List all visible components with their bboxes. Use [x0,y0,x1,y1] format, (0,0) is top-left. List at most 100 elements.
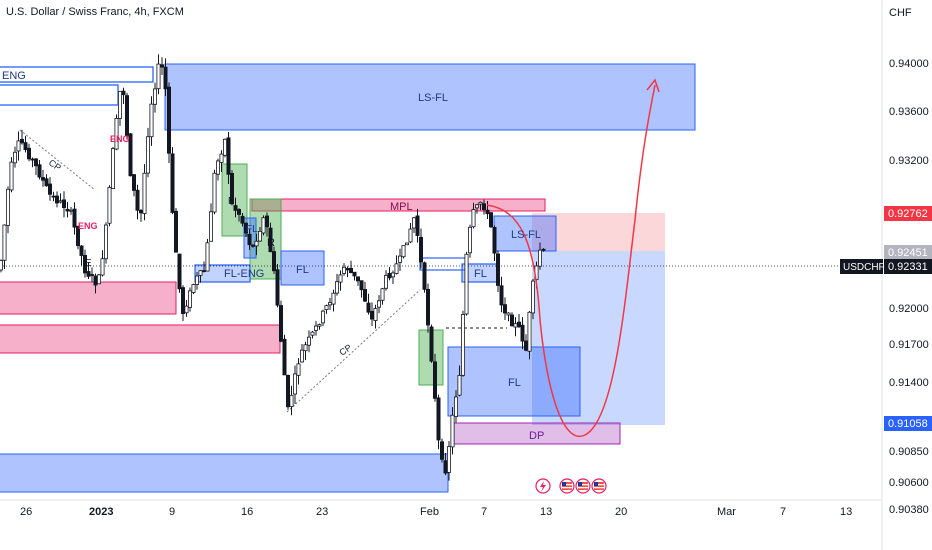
candle-body[interactable] [327,302,332,306]
candle-body[interactable] [131,174,136,191]
green-zone-1[interactable] [221,163,248,237]
ls-fl-zone-small[interactable] [493,215,557,252]
candle-body[interactable] [268,227,273,253]
candle-body[interactable] [229,172,234,205]
candle-body[interactable] [184,305,189,314]
candle-body[interactable] [51,195,56,198]
candle-body[interactable] [499,285,504,306]
candle-body[interactable] [457,375,462,396]
candle-body[interactable] [397,255,402,263]
candle-body[interactable] [240,215,245,224]
supply-zone-left-1[interactable] [0,281,177,315]
candle-body[interactable] [495,253,500,286]
candle-body[interactable] [352,271,357,277]
fl-zone-outline[interactable] [419,257,467,271]
candle-body[interactable] [317,324,322,327]
price-badge[interactable] [884,245,932,260]
candle-body[interactable] [114,118,119,150]
candle-body[interactable] [233,205,238,211]
candle-body[interactable] [310,331,315,336]
candle-body[interactable] [26,147,31,160]
candle-body[interactable] [30,158,35,161]
candle-body[interactable] [383,274,388,289]
candle-body[interactable] [324,305,329,311]
candle-body[interactable] [411,217,416,229]
candle-body[interactable] [121,90,126,96]
candle-body[interactable] [334,281,339,294]
candle-body[interactable] [513,323,518,328]
candle-body[interactable] [366,302,371,313]
candle-body[interactable] [16,140,21,152]
candle-body[interactable] [401,245,406,258]
candle-body[interactable] [422,262,427,290]
candle-body[interactable] [485,209,490,215]
candle-body[interactable] [201,270,206,272]
candle-body[interactable] [541,248,546,251]
us-flag-icon[interactable] [559,478,575,494]
candle-body[interactable] [12,151,17,164]
candle-body[interactable] [9,161,14,191]
candle-body[interactable] [429,326,434,362]
candle-body[interactable] [23,142,28,150]
candle-body[interactable] [62,199,67,209]
candle-body[interactable] [6,188,11,226]
candle-body[interactable] [159,64,164,68]
candle-body[interactable] [205,242,210,272]
candle-body[interactable] [320,310,325,324]
candle-body[interactable] [271,251,276,272]
candle-body[interactable] [359,280,364,291]
candle-body[interactable] [425,288,430,326]
candle-body[interactable] [69,209,74,212]
candle-body[interactable] [215,160,220,175]
candle-body[interactable] [278,305,283,342]
candle-body[interactable] [125,95,130,136]
candle-body[interactable] [100,258,105,276]
fl-zone-1[interactable] [280,250,325,286]
candle-body[interactable] [446,446,451,473]
candle-body[interactable] [250,244,255,247]
candle-body[interactable] [41,177,46,181]
candle-body[interactable] [453,396,458,417]
candle-body[interactable] [439,441,444,460]
candle-body[interactable] [527,311,532,352]
candle-body[interactable] [257,230,262,242]
candle-body[interactable] [373,308,378,321]
candle-body[interactable] [418,236,423,263]
candle-body[interactable] [481,203,486,211]
candle-body[interactable] [348,267,353,274]
us-flag-icon[interactable] [591,478,607,494]
candle-body[interactable] [415,215,420,236]
candle-body[interactable] [247,233,252,246]
candle-body[interactable] [219,153,224,163]
candle-body[interactable] [111,148,116,189]
candle-body[interactable] [44,178,49,187]
candle-body[interactable] [264,215,269,228]
candle-body[interactable] [138,209,143,214]
candle-body[interactable] [118,90,123,119]
candle-body[interactable] [299,349,304,363]
candle-body[interactable] [37,164,42,178]
candle-body[interactable] [331,292,336,305]
candle-body[interactable] [408,228,413,243]
candle-body[interactable] [531,280,536,314]
candle-body[interactable] [34,158,39,167]
candle-body[interactable] [524,340,529,351]
candle-body[interactable] [163,66,168,90]
candle-body[interactable] [2,224,7,261]
candle-body[interactable] [306,336,311,346]
price-axis[interactable]: CHF 0.94000 0.93600 0.93200 0.92000 0.91… [889,7,929,516]
candle-body[interactable] [236,209,241,215]
candle-body[interactable] [79,245,84,256]
candle-body[interactable] [492,227,497,254]
candle-body[interactable] [387,273,392,279]
candle-body[interactable] [380,288,385,301]
symbol-badge[interactable] [840,259,883,274]
candle-body[interactable] [443,460,448,474]
supply-zone-left-2[interactable] [0,324,281,354]
candle-body[interactable] [538,249,543,267]
candle-body[interactable] [142,172,147,214]
candle-body[interactable] [296,363,301,376]
candle-body[interactable] [488,212,493,228]
candle-body[interactable] [19,138,24,144]
